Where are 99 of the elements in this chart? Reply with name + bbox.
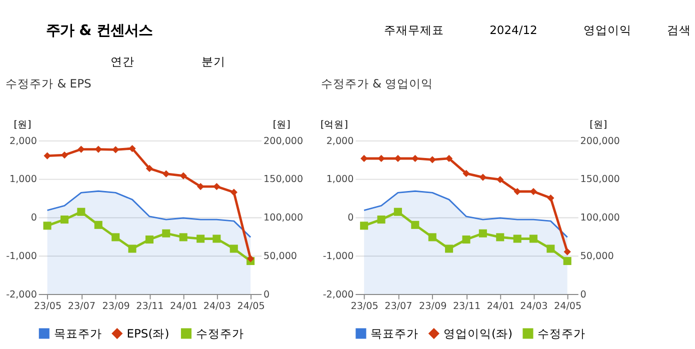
point	[180, 172, 187, 180]
point	[77, 208, 86, 216]
point	[496, 233, 504, 242]
point	[529, 234, 538, 243]
point	[478, 229, 487, 238]
point	[145, 235, 154, 244]
y-tick-label: 1,000	[326, 174, 354, 186]
y2-tick-label: 100,000	[580, 212, 620, 224]
point	[230, 188, 238, 196]
text: 영업이익	[584, 22, 632, 37]
chart-title: 수정주가 & 영업이익	[320, 76, 434, 91]
y-tick-label: 1,000	[10, 174, 37, 186]
x-tick-label: 24/05	[554, 300, 582, 312]
point	[196, 234, 205, 243]
legend-label: 영업이익(좌)	[443, 326, 512, 340]
y-tick-label: -1,000	[6, 250, 37, 262]
point	[60, 216, 69, 224]
point	[394, 208, 402, 216]
point	[146, 164, 154, 172]
y-tick-label: 0	[30, 212, 37, 224]
legend-label: 목표주가	[54, 326, 102, 340]
chart-title: 수정주가 & EPS	[6, 76, 92, 91]
point	[428, 156, 436, 164]
legend-label: 목표주가	[370, 326, 419, 340]
point	[43, 222, 52, 230]
y-tick-label: 0	[348, 212, 354, 224]
point	[496, 176, 504, 184]
x-tick-label: 24/01	[170, 300, 198, 312]
y2-tick-label: 50,000	[264, 250, 298, 262]
text: 주재무제표	[384, 22, 444, 37]
point	[162, 170, 170, 178]
legend-label: EPS(좌)	[126, 326, 170, 340]
point	[546, 244, 555, 253]
point	[213, 182, 220, 190]
text: 분기	[202, 54, 226, 69]
y2-tick-label: 0	[580, 289, 586, 300]
point	[547, 194, 554, 202]
y2-tick-label: 50,000	[580, 250, 614, 262]
point	[112, 233, 120, 242]
text: 2024/12	[490, 22, 538, 37]
point	[179, 233, 188, 242]
text: 주가 & 컨센서스	[46, 22, 153, 39]
point	[230, 244, 238, 253]
point	[564, 248, 571, 256]
point	[513, 234, 522, 243]
y2-tick-label: 200,000	[264, 136, 304, 147]
text: 검색	[667, 22, 692, 37]
y2-tick-label: 150,000	[580, 174, 620, 186]
y2-tick-label: 0	[264, 289, 270, 300]
point	[377, 216, 386, 224]
point	[128, 144, 136, 152]
point	[378, 154, 385, 162]
y-axis-title: [억원]	[320, 119, 348, 130]
x-tick-label: 23/11	[136, 300, 164, 312]
point	[360, 222, 368, 230]
y2-axis-title: [원]	[272, 119, 290, 130]
point	[112, 146, 120, 154]
x-tick-label: 23/07	[384, 300, 412, 312]
x-tick-label: 24/03	[203, 300, 231, 312]
x-tick-label: 23/09	[419, 300, 447, 312]
x-tick-label: 23/05	[34, 300, 62, 312]
point	[412, 154, 419, 162]
y-tick-label: -2,000	[6, 289, 37, 300]
point	[514, 188, 521, 196]
point	[197, 182, 204, 190]
point	[479, 174, 486, 181]
y-tick-label: 2,000	[326, 136, 354, 147]
point	[428, 233, 436, 242]
y2-tick-label: 100,000	[264, 212, 304, 224]
point	[212, 234, 221, 243]
point	[246, 255, 254, 262]
y2-axis-title: [원]	[590, 119, 608, 130]
legend-label: 수정주가	[538, 326, 586, 340]
y2-tick-label: 200,000	[580, 136, 620, 147]
x-tick-label: 23/07	[68, 300, 96, 312]
y-axis-title: [원]	[14, 119, 32, 130]
point	[78, 146, 85, 153]
x-tick-label: 24/05	[237, 300, 265, 312]
point	[94, 220, 102, 229]
point	[462, 235, 470, 244]
point	[563, 256, 572, 266]
x-tick-label: 23/05	[350, 300, 378, 312]
x-tick-label: 24/03	[520, 300, 548, 312]
y2-tick-label: 150,000	[264, 174, 304, 186]
point	[445, 244, 454, 253]
y-tick-label: 2,000	[10, 136, 37, 147]
legend-label: 수정주가	[196, 326, 244, 340]
point	[411, 220, 420, 229]
point	[462, 170, 470, 178]
text: 연간	[110, 54, 134, 69]
x-tick-label: 24/01	[486, 300, 514, 312]
point	[44, 152, 51, 160]
point	[128, 244, 136, 253]
y-tick-label: -2,000	[322, 289, 354, 300]
point	[162, 229, 170, 238]
y-tick-label: -1,000	[322, 250, 354, 262]
x-tick-label: 23/09	[102, 300, 130, 312]
x-tick-label: 23/11	[452, 300, 481, 312]
point	[94, 146, 102, 153]
